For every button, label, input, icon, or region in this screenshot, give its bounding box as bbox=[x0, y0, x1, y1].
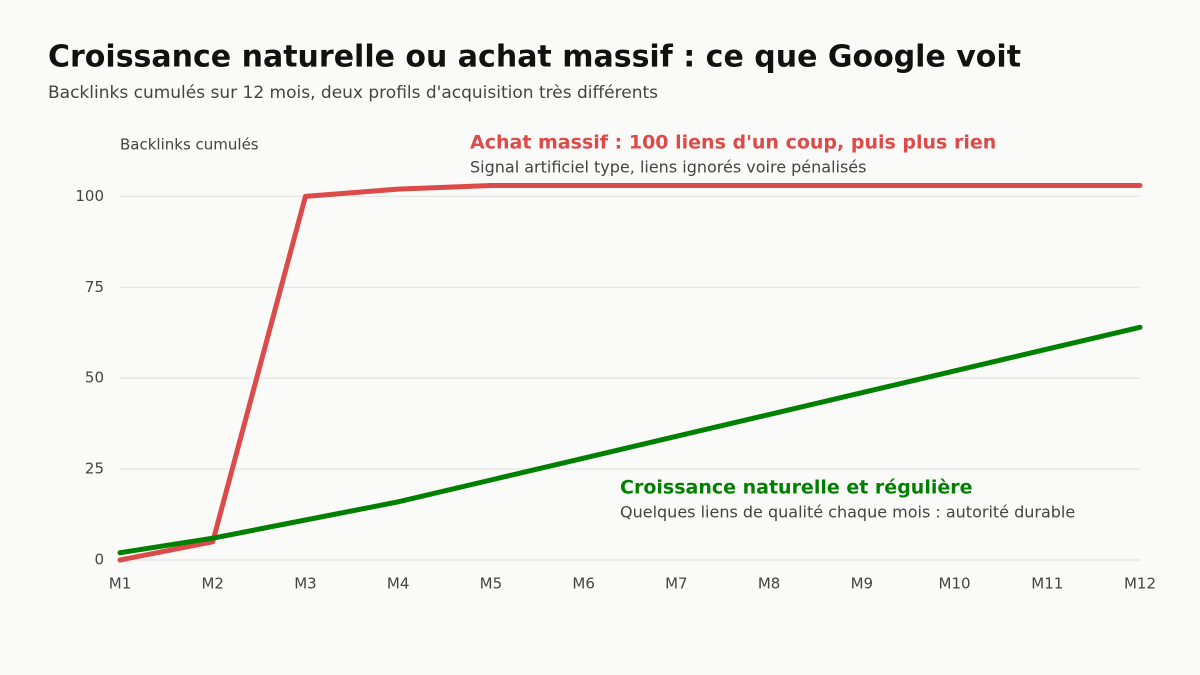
x-tick-label: M8 bbox=[758, 575, 781, 593]
y-tick-label: 50 bbox=[85, 369, 104, 387]
series-line bbox=[117, 182, 1143, 563]
x-tick-label: M1 bbox=[109, 575, 132, 593]
x-tick-label: M12 bbox=[1124, 575, 1156, 593]
legend-label: Croissance naturelle et régulière bbox=[620, 477, 972, 499]
x-tick-label: M4 bbox=[387, 575, 410, 593]
x-tick-label: M7 bbox=[665, 575, 688, 593]
x-tick-label: M2 bbox=[201, 575, 224, 593]
annotation: Quelques liens de qualité chaque mois : … bbox=[620, 503, 1075, 522]
x-tick-label: M10 bbox=[939, 575, 971, 593]
x-tick-label: M9 bbox=[851, 575, 874, 593]
y-tick-label: 25 bbox=[85, 460, 104, 478]
series-line bbox=[117, 324, 1143, 556]
y-tick-label: 0 bbox=[94, 551, 104, 569]
x-tick-label: M3 bbox=[294, 575, 317, 593]
legend-label: Achat massif : 100 liens d'un coup, puis… bbox=[470, 132, 996, 154]
chart-title: Croissance naturelle ou achat massif : c… bbox=[48, 40, 1021, 75]
y-tick-label: 100 bbox=[75, 187, 104, 205]
x-tick-label: M11 bbox=[1031, 575, 1063, 593]
annotation: Signal artificiel type, liens ignorés vo… bbox=[470, 158, 866, 177]
x-tick-label: M6 bbox=[572, 575, 595, 593]
y-axis-label: Backlinks cumulés bbox=[120, 136, 259, 154]
y-tick-label: 75 bbox=[85, 278, 104, 296]
chart-subtitle: Backlinks cumulés sur 12 mois, deux prof… bbox=[48, 83, 658, 103]
x-tick-label: M5 bbox=[480, 575, 503, 593]
